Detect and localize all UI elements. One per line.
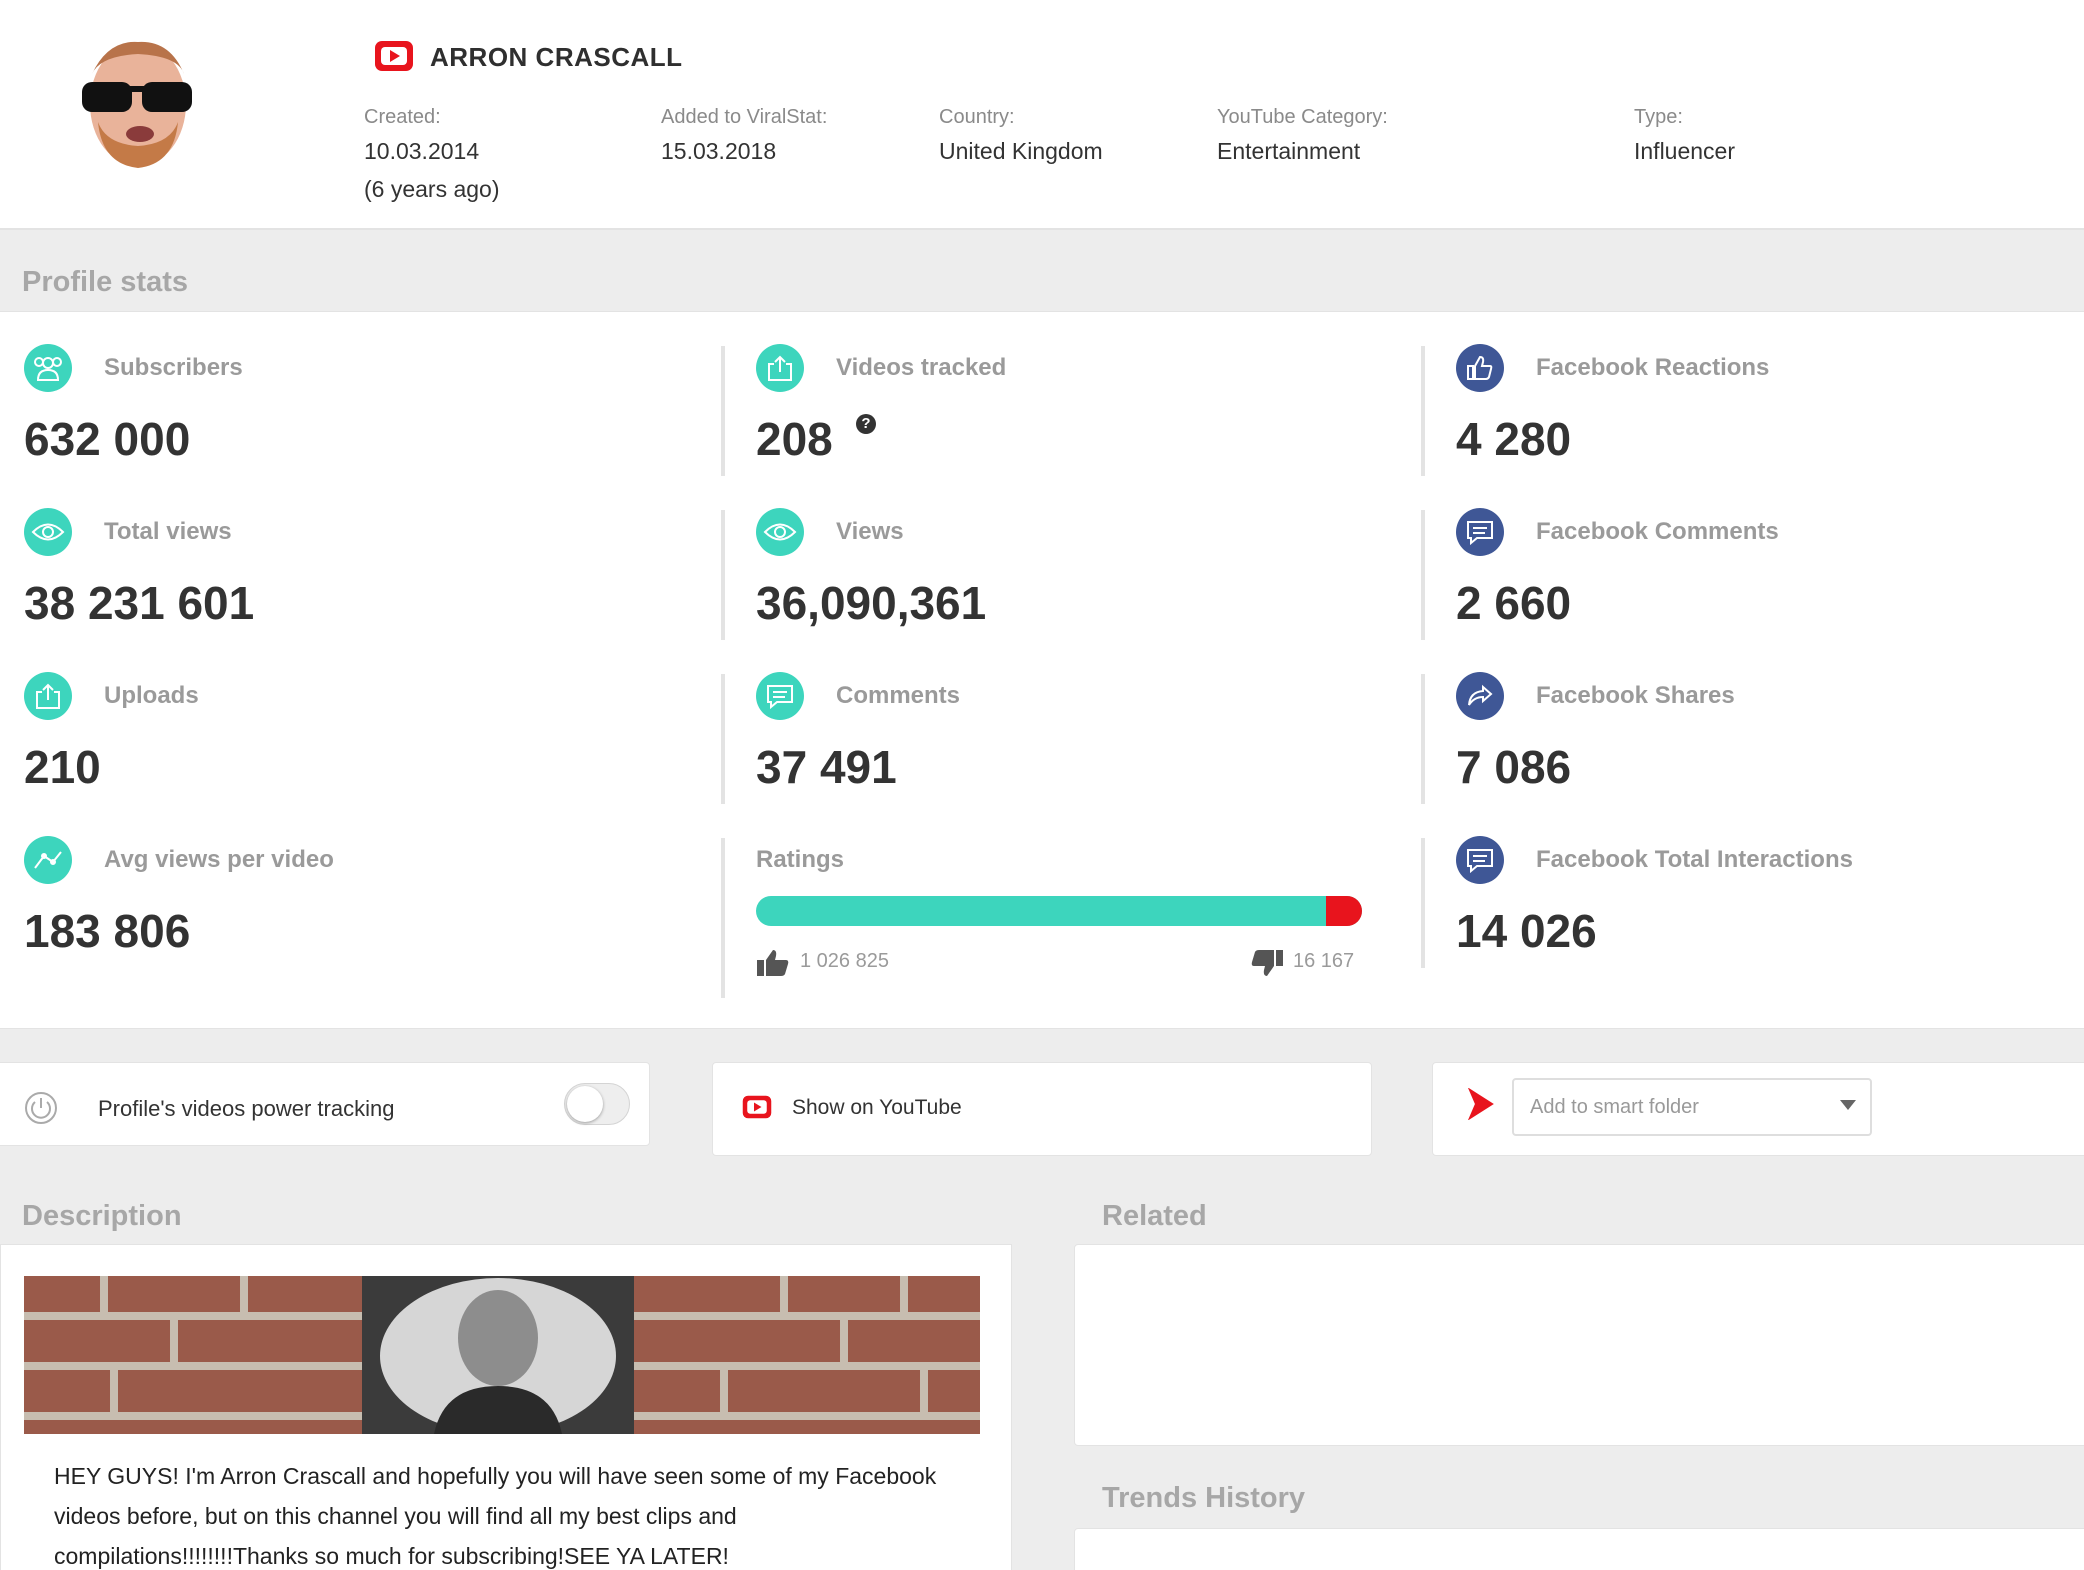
column-divider <box>1421 838 1425 968</box>
smart-folder-placeholder: Add to smart folder <box>1530 1096 1699 1118</box>
stat-label: Videos tracked <box>836 354 1007 381</box>
category-value: Entertainment <box>1217 138 1361 164</box>
stat-value: 7 086 <box>1456 741 1572 793</box>
smart-folder-icon <box>1467 1087 1494 1125</box>
column-divider <box>721 510 725 640</box>
stat-label: Ratings <box>756 846 845 873</box>
stat-label: Facebook Comments <box>1536 518 1779 545</box>
profile-stats-heading: Profile stats <box>22 266 188 298</box>
upload-icon <box>24 672 72 720</box>
youtube-logo-icon <box>742 1095 772 1124</box>
users-icon <box>24 344 72 392</box>
show-on-youtube-label: Show on YouTube <box>792 1096 962 1119</box>
eye-icon <box>24 508 72 556</box>
stat-label: Facebook Total Interactions <box>1536 846 1853 873</box>
related-panel <box>1074 1244 2084 1446</box>
share-icon <box>1456 672 1504 720</box>
column-divider <box>1421 674 1425 804</box>
channel-name: ARRON CRASCALL <box>430 42 683 72</box>
stat-value: 36,090,361 <box>756 577 987 629</box>
stat-label: Views <box>836 518 904 545</box>
youtube-logo-icon <box>374 40 414 72</box>
smart-folder-select[interactable]: Add to smart folder <box>1512 1078 1872 1136</box>
ratings-dislikes: 16 167 <box>1293 950 1355 972</box>
ratings-dislike-fill <box>1325 896 1362 926</box>
created-label: Created: <box>364 106 441 128</box>
trends-history-heading: Trends History <box>1102 1482 1306 1514</box>
power-tracking-toggle[interactable] <box>564 1083 630 1125</box>
stat-label: Facebook Reactions <box>1536 354 1770 381</box>
stat-label: Comments <box>836 682 961 709</box>
stat-value: 38 231 601 <box>24 577 255 629</box>
stat-label: Total views <box>104 518 232 545</box>
category-label: YouTube Category: <box>1217 106 1388 128</box>
comment-icon <box>756 672 804 720</box>
thumbs-up-icon <box>1456 344 1504 392</box>
stat-value: 37 491 <box>756 741 897 793</box>
added-value: 15.03.2018 <box>661 138 777 164</box>
column-divider <box>721 674 725 804</box>
column-divider <box>1421 346 1425 476</box>
stat-label: Facebook Shares <box>1536 682 1735 709</box>
stat-value: 632 000 <box>24 413 191 465</box>
chevron-down-icon <box>1840 1100 1856 1110</box>
comment-icon <box>1456 836 1504 884</box>
power-tracking-card <box>0 1062 650 1146</box>
type-label: Type: <box>1634 106 1683 128</box>
country-label: Country: <box>939 106 1015 128</box>
channel-banner-image <box>24 1276 980 1434</box>
ratings-likes: 1 026 825 <box>800 950 889 972</box>
description-heading: Description <box>22 1200 182 1232</box>
profile-header <box>0 0 2084 230</box>
country-value: United Kingdom <box>939 138 1103 164</box>
trends-history-panel <box>1074 1528 2084 1570</box>
help-icon[interactable]: ? <box>856 414 876 434</box>
show-on-youtube-button[interactable] <box>712 1062 1372 1156</box>
stat-value: 4 280 <box>1456 413 1572 465</box>
stat-label: Uploads <box>104 682 199 709</box>
toggle-knob <box>567 1086 603 1122</box>
type-value: Influencer <box>1634 138 1736 164</box>
column-divider <box>721 346 725 476</box>
column-divider <box>721 838 725 998</box>
ratings-bar <box>756 896 1362 926</box>
power-tracking-label: Profile's videos power tracking <box>98 1096 395 1121</box>
related-heading: Related <box>1102 1200 1207 1232</box>
stat-value: 210 <box>24 741 101 793</box>
created-value: 10.03.2014 <box>364 138 480 164</box>
stat-value: 14 026 <box>1456 905 1597 957</box>
stat-label: Avg views per video <box>104 846 334 873</box>
stat-label: Subscribers <box>104 354 243 381</box>
added-label: Added to ViralStat: <box>661 106 828 128</box>
upload-icon <box>756 344 804 392</box>
eye-icon <box>756 508 804 556</box>
power-icon <box>24 1091 58 1130</box>
column-divider <box>1421 510 1425 640</box>
thumbs-up-icon <box>756 948 790 983</box>
stat-value: 208 <box>756 413 833 465</box>
stat-value: 183 806 <box>24 905 191 957</box>
avatar <box>78 34 196 174</box>
thumbs-down-icon <box>1250 948 1284 983</box>
comment-icon <box>1456 508 1504 556</box>
trend-line-icon <box>24 836 72 884</box>
created-age: (6 years ago) <box>364 176 500 202</box>
stat-value: 2 660 <box>1456 577 1572 629</box>
description-text: HEY GUYS! I'm Arron Crascall and hopeful… <box>54 1463 937 1569</box>
